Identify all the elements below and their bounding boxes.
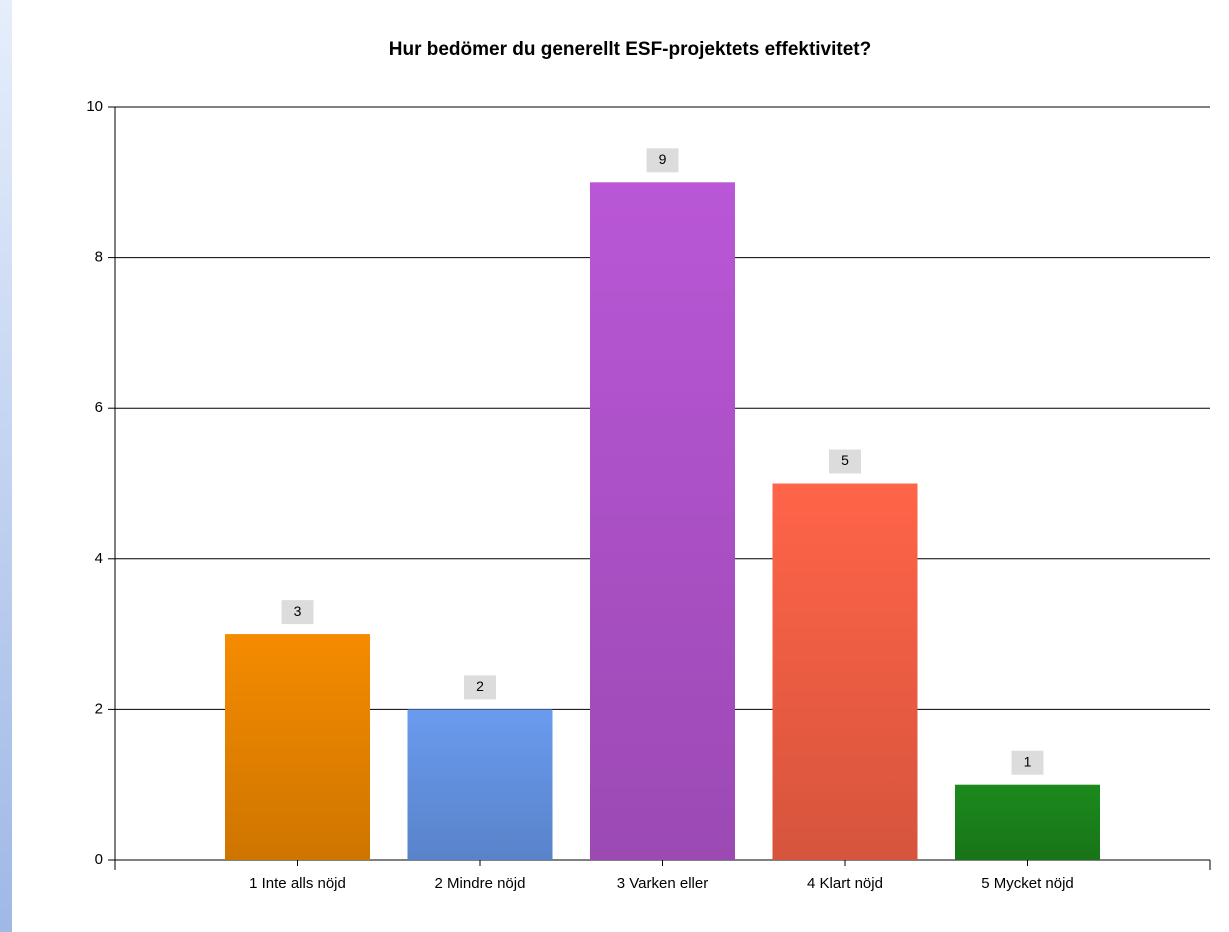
data-label-box	[464, 675, 496, 700]
data-label-box	[646, 148, 679, 173]
data-label-box	[1011, 750, 1044, 775]
data-label: 1	[1024, 753, 1032, 769]
bar-shade	[225, 634, 370, 860]
bar-shade	[407, 709, 553, 860]
data-label: 3	[294, 603, 302, 619]
y-tick-label: 10	[86, 98, 103, 115]
x-tick-label: 5 Mycket nöjd	[981, 875, 1074, 892]
window-edge	[0, 0, 12, 932]
y-tick-label: 2	[95, 700, 103, 717]
bar-shade	[590, 182, 735, 861]
data-label: 5	[841, 452, 849, 468]
x-tick-label: 2 Mindre nöjd	[435, 875, 526, 892]
x-tick-label: 3 Varken eller	[617, 875, 708, 892]
x-tick-label: 4 Klart nöjd	[807, 875, 883, 892]
y-tick-label: 6	[95, 399, 103, 416]
chart-title: Hur bedömer du generellt ESF-projektets …	[389, 39, 871, 60]
data-label-box	[829, 449, 861, 474]
data-label: 2	[476, 678, 484, 694]
y-tick-label: 8	[95, 249, 103, 266]
x-tick-label: 1 Inte alls nöjd	[249, 875, 346, 892]
y-tick-label: 0	[95, 851, 103, 868]
data-label: 9	[659, 151, 667, 167]
y-tick-label: 4	[95, 550, 103, 567]
bar-shade	[955, 784, 1100, 860]
bar-shade	[772, 483, 918, 860]
data-label-box	[281, 600, 314, 625]
